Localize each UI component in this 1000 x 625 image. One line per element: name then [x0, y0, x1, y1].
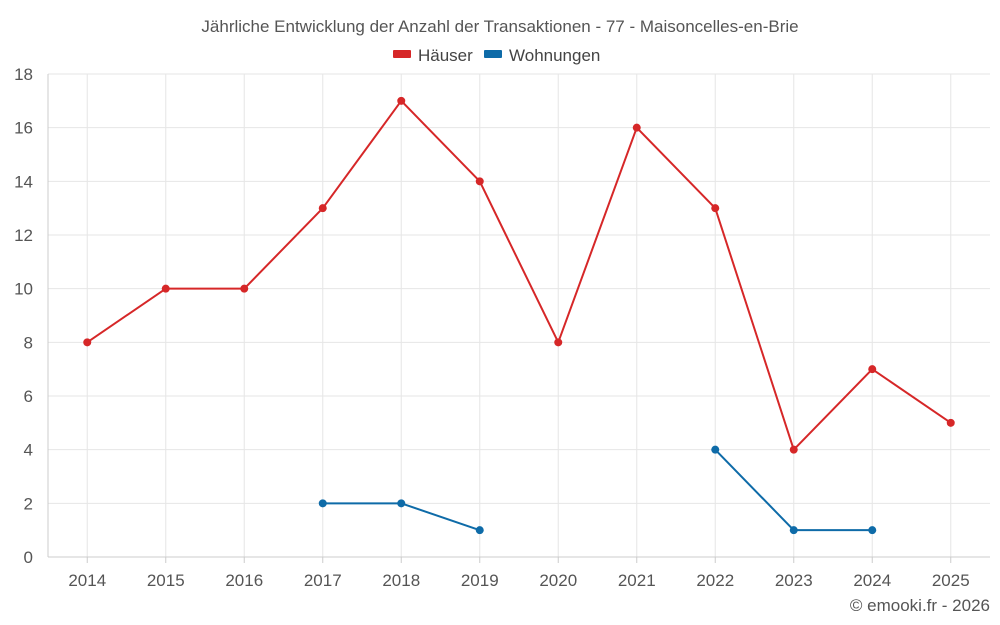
y-tick-label: 0 — [24, 548, 33, 567]
data-point-hauser[interactable] — [868, 365, 877, 374]
data-point-hauser[interactable] — [240, 284, 249, 293]
data-point-wohnungen[interactable] — [711, 445, 720, 454]
chart-title: Jährliche Entwicklung der Anzahl der Tra… — [201, 17, 798, 36]
data-point-hauser[interactable] — [475, 177, 484, 186]
y-tick-label: 6 — [24, 387, 33, 406]
data-point-hauser[interactable] — [632, 123, 641, 132]
series-hauser — [83, 96, 955, 454]
x-tick-label: 2022 — [696, 571, 734, 590]
y-tick-label: 16 — [14, 119, 33, 138]
data-point-hauser[interactable] — [83, 338, 92, 347]
x-tick-label: 2014 — [68, 571, 106, 590]
x-tick-label: 2020 — [539, 571, 577, 590]
data-point-wohnungen[interactable] — [789, 526, 798, 535]
data-point-hauser[interactable] — [789, 445, 798, 454]
legend-swatch-hauser — [393, 50, 411, 58]
series-wohnungen — [318, 445, 877, 535]
y-tick-label: 10 — [14, 280, 33, 299]
x-tick-label: 2017 — [304, 571, 342, 590]
footer-credit: © emooki.fr - 2026 — [850, 596, 990, 615]
x-tick-label: 2016 — [225, 571, 263, 590]
data-point-wohnungen[interactable] — [318, 499, 327, 508]
data-point-hauser[interactable] — [554, 338, 563, 347]
legend-item-wohnungen[interactable]: Wohnungen — [484, 46, 600, 65]
y-tick-label: 14 — [14, 172, 33, 191]
y-tick-label: 2 — [24, 494, 33, 513]
x-tick-label: 2024 — [853, 571, 891, 590]
legend[interactable]: Häuser Wohnungen — [393, 46, 600, 65]
data-point-wohnungen[interactable] — [868, 526, 877, 535]
data-point-hauser[interactable] — [397, 96, 406, 105]
y-tick-label: 18 — [14, 65, 33, 84]
legend-item-hauser[interactable]: Häuser — [393, 46, 473, 65]
x-tick-label: 2025 — [932, 571, 970, 590]
axes: 0 2 4 6 8 10 12 14 16 18 2014 2015 2016 2017 2018 2019 2… — [14, 65, 990, 590]
data-point-hauser[interactable] — [946, 418, 955, 427]
legend-label-hauser: Häuser — [418, 46, 473, 65]
x-tick-label: 2021 — [618, 571, 656, 590]
grid — [48, 73, 990, 557]
x-tick-label: 2015 — [147, 571, 185, 590]
x-tick-label: 2019 — [461, 571, 499, 590]
y-tick-label: 12 — [14, 226, 33, 245]
x-tick-label: 2023 — [775, 571, 813, 590]
legend-label-wohnungen: Wohnungen — [509, 46, 600, 65]
y-tick-label: 8 — [24, 333, 33, 352]
data-point-hauser[interactable] — [318, 204, 327, 213]
y-tick-label: 4 — [24, 441, 33, 460]
series-line-hauser — [86, 99, 952, 451]
data-point-wohnungen[interactable] — [475, 526, 484, 535]
data-point-hauser[interactable] — [161, 284, 170, 293]
data-point-wohnungen[interactable] — [397, 499, 406, 508]
legend-swatch-wohnungen — [484, 50, 502, 58]
x-tick-label: 2018 — [382, 571, 420, 590]
series-layer — [83, 96, 955, 535]
data-point-hauser[interactable] — [711, 204, 720, 213]
